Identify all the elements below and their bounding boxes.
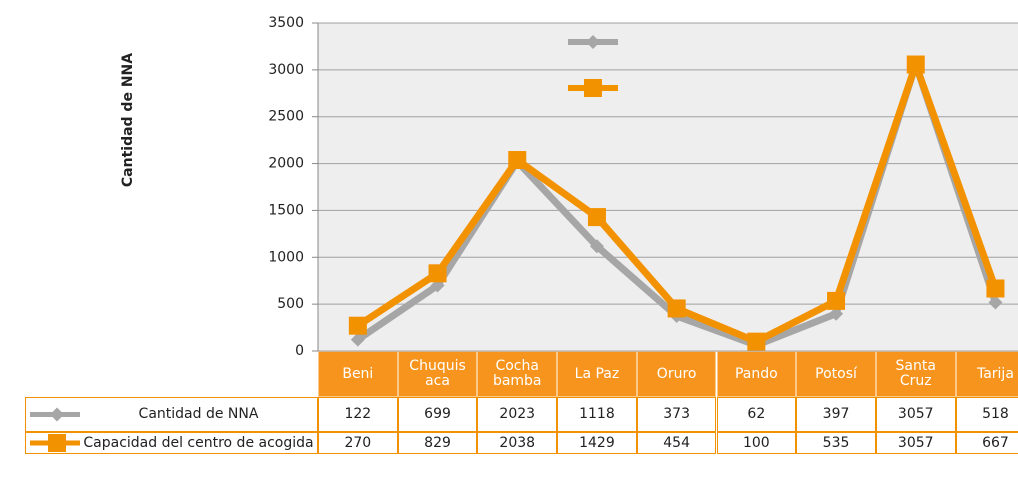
table-value: 373 xyxy=(636,397,717,432)
table-value: 100 xyxy=(716,432,797,454)
data-point xyxy=(589,239,604,254)
row-label: Cantidad de NNA xyxy=(25,397,318,432)
table-value: 62 xyxy=(716,397,797,432)
data-point xyxy=(428,264,447,283)
row-label: Capacidad del centro de acogida xyxy=(25,432,318,454)
y-tick-label: 500 xyxy=(277,296,304,312)
data-point xyxy=(747,332,766,351)
table-value: 1429 xyxy=(557,432,637,454)
table-value: 518 xyxy=(955,397,1018,432)
y-tick-label: 2500 xyxy=(268,109,304,125)
category-header: Beni xyxy=(318,351,398,397)
category-header: Chuquis aca xyxy=(397,351,478,397)
table-value: 454 xyxy=(636,432,717,454)
category-header: Tarija xyxy=(955,351,1018,397)
table-value: 829 xyxy=(397,432,478,454)
table-legend-marker xyxy=(50,407,64,422)
table-value: 397 xyxy=(796,397,876,432)
legend-marker xyxy=(586,35,600,49)
data-point xyxy=(587,208,606,227)
y-axis-label: Cantidad de NNA xyxy=(120,53,136,187)
y-tick-label: 3000 xyxy=(268,62,304,78)
table-value: 1118 xyxy=(557,397,637,432)
data-point xyxy=(350,332,365,347)
table-value: 699 xyxy=(397,397,478,432)
y-tick-label: 0 xyxy=(295,343,304,359)
y-tick-label: 2000 xyxy=(268,156,304,172)
data-point xyxy=(988,295,1003,310)
category-header: Pando xyxy=(716,351,797,397)
data-point xyxy=(667,299,686,318)
table-value: 535 xyxy=(796,432,876,454)
table-value: 122 xyxy=(318,397,398,432)
legend-marker xyxy=(584,79,602,97)
category-header: Oruro xyxy=(636,351,717,397)
table-legend-marker xyxy=(48,434,66,452)
y-tick-label: 1500 xyxy=(268,202,304,218)
table-value: 3057 xyxy=(875,397,956,432)
table-value: 270 xyxy=(318,432,398,454)
table-value: 667 xyxy=(955,432,1018,454)
category-header: Santa Cruz xyxy=(875,351,956,397)
table-value: 2038 xyxy=(477,432,558,454)
category-header: La Paz xyxy=(557,351,637,397)
y-tick-label: 1000 xyxy=(268,249,304,265)
data-point xyxy=(906,55,925,74)
data-point xyxy=(827,291,846,310)
table-value: 2023 xyxy=(477,397,558,432)
y-tick-label: 3500 xyxy=(268,15,304,31)
data-point xyxy=(348,316,367,335)
table-value: 3057 xyxy=(875,432,956,454)
data-point xyxy=(508,151,527,170)
data-point xyxy=(829,306,844,321)
data-point xyxy=(986,279,1005,298)
category-header: Potosí xyxy=(796,351,876,397)
